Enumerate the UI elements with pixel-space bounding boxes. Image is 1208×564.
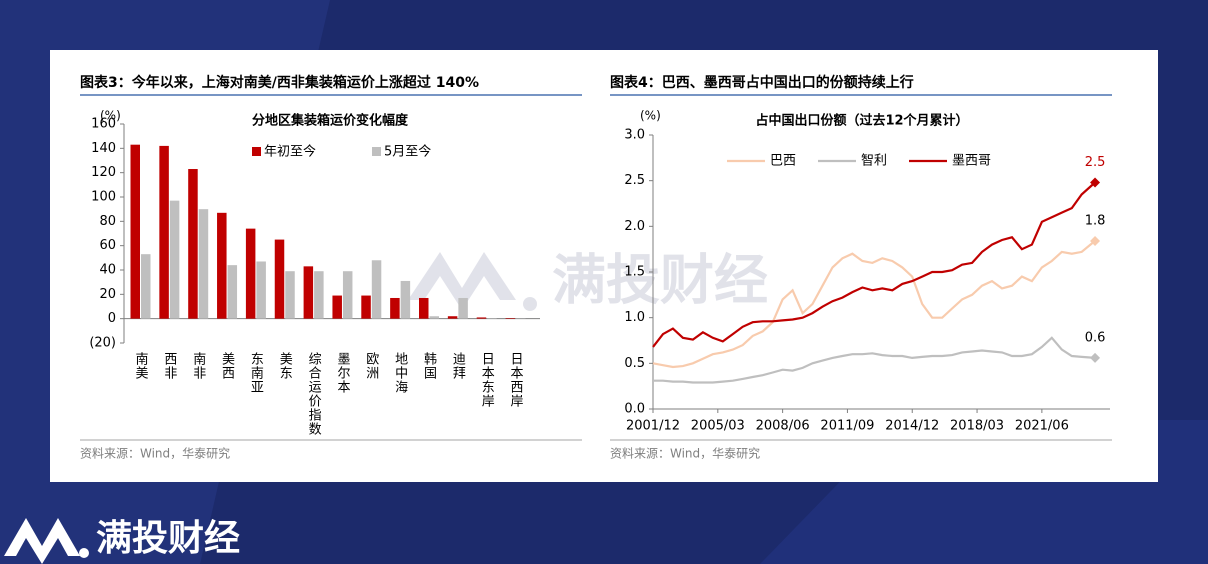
end-label: 2.5 xyxy=(1085,155,1106,170)
brand-logo: 满投财经 xyxy=(4,518,240,564)
bar xyxy=(371,260,382,319)
bar xyxy=(169,200,180,319)
y-axis-unit: (%) xyxy=(640,109,661,123)
bar xyxy=(314,271,324,319)
bar xyxy=(476,317,487,319)
end-marker xyxy=(1090,235,1101,246)
x-tick-label: 2011/09 xyxy=(820,419,874,434)
series-line xyxy=(652,181,1096,348)
bar xyxy=(274,239,285,319)
y-tick-label: 120 xyxy=(91,165,116,180)
legend-swatch xyxy=(372,147,381,156)
y-tick-label: 0.5 xyxy=(624,356,645,371)
series-line xyxy=(653,336,1096,384)
x-tick-label: 美西 xyxy=(219,352,235,380)
chart-subtitle: 占中国出口份额（过去12个月累计） xyxy=(755,113,968,129)
bar xyxy=(285,271,295,319)
bar xyxy=(458,297,468,319)
x-tick-label: 迪拜 xyxy=(450,352,466,380)
logo-icon xyxy=(79,548,89,558)
legend-label: 5月至今 xyxy=(384,144,431,160)
y-tick-label: 140 xyxy=(91,141,116,156)
bar xyxy=(217,212,227,319)
bar xyxy=(400,280,411,319)
legend-label: 墨西哥 xyxy=(952,154,991,169)
y-tick-label: (20) xyxy=(89,336,116,351)
figure-title: 图表4：巴西、墨西哥占中国出口的份额持续上行 xyxy=(610,74,914,91)
bar xyxy=(198,209,209,319)
x-tick-label: 2021/06 xyxy=(1015,419,1069,434)
y-tick-label: 60 xyxy=(99,238,116,253)
y-tick-label: 40 xyxy=(99,263,116,278)
end-marker xyxy=(1090,352,1101,363)
x-tick-label: 2018/03 xyxy=(950,419,1004,434)
bar xyxy=(390,297,400,319)
end-label: 1.8 xyxy=(1085,213,1106,228)
bar xyxy=(487,318,497,319)
chart-subtitle: 分地区集装箱运价变化幅度 xyxy=(252,113,409,129)
y-tick-label: 1.5 xyxy=(624,265,645,280)
bar xyxy=(256,261,266,319)
x-tick-label: 西非 xyxy=(161,352,177,380)
bar xyxy=(141,254,151,319)
bar xyxy=(505,318,516,319)
y-tick-label: 100 xyxy=(91,190,116,205)
end-marker xyxy=(1090,177,1101,188)
y-tick-label: 20 xyxy=(99,287,116,302)
end-label: 0.6 xyxy=(1085,330,1106,345)
x-tick-label: 南非 xyxy=(190,351,206,380)
y-tick-label: 0 xyxy=(108,311,116,326)
x-tick-label: 欧洲 xyxy=(363,352,379,380)
x-tick-label: 南美 xyxy=(133,351,149,380)
bar xyxy=(332,295,342,319)
x-tick-label: 美东 xyxy=(277,352,293,380)
x-tick-label: 2001/12 xyxy=(626,419,680,434)
bar xyxy=(188,169,198,319)
bar xyxy=(361,295,371,319)
bar xyxy=(130,144,140,319)
x-tick-label: 韩国 xyxy=(421,352,437,380)
watermark-icon xyxy=(408,252,516,310)
legend-label: 智利 xyxy=(861,154,887,169)
x-tick-label: 2005/03 xyxy=(691,419,745,434)
y-tick-label: 80 xyxy=(99,214,116,229)
series-line xyxy=(652,240,1096,369)
x-tick-label: 东南亚 xyxy=(248,352,264,394)
bar xyxy=(429,316,439,319)
source-note: 资料来源：Wind，华泰研究 xyxy=(80,446,230,461)
bar xyxy=(227,265,238,319)
bar xyxy=(342,271,353,319)
x-tick-label: 日本东岸 xyxy=(479,352,495,408)
x-tick-label: 日本西岸 xyxy=(508,352,524,408)
figure-title: 图表3：今年以来，上海对南美/西非集装箱运价上涨超过 140% xyxy=(80,74,479,91)
watermark: 满投财经 xyxy=(408,249,768,312)
y-tick-label: 2.0 xyxy=(624,219,645,234)
y-tick-label: 160 xyxy=(91,117,116,132)
legend-swatch xyxy=(252,147,261,156)
y-tick-label: 1.0 xyxy=(624,310,645,325)
bar xyxy=(159,145,169,319)
source-note: 资料来源：Wind，华泰研究 xyxy=(610,446,760,461)
watermark-icon xyxy=(523,297,537,311)
x-tick-label: 地中海 xyxy=(392,352,408,394)
x-tick-label: 2008/06 xyxy=(756,419,810,434)
x-tick-label: 综合运价指数 xyxy=(306,352,322,436)
logo-text: 满投财经 xyxy=(96,518,240,559)
legend-label: 巴西 xyxy=(770,154,796,169)
logo-icon xyxy=(4,518,80,564)
bar xyxy=(303,266,314,319)
y-tick-label: 2.5 xyxy=(624,173,645,188)
y-tick-label: 3.0 xyxy=(624,128,645,143)
bar xyxy=(245,228,256,319)
bar xyxy=(419,297,429,319)
watermark-text: 满投财经 xyxy=(552,249,768,312)
bar xyxy=(447,316,458,319)
y-axis-unit: (%) xyxy=(100,109,121,123)
legend-label: 年初至今 xyxy=(264,144,316,160)
y-tick-label: 0.0 xyxy=(624,402,645,417)
x-tick-label: 墨尔本 xyxy=(334,352,350,394)
x-tick-label: 2014/12 xyxy=(885,419,939,434)
